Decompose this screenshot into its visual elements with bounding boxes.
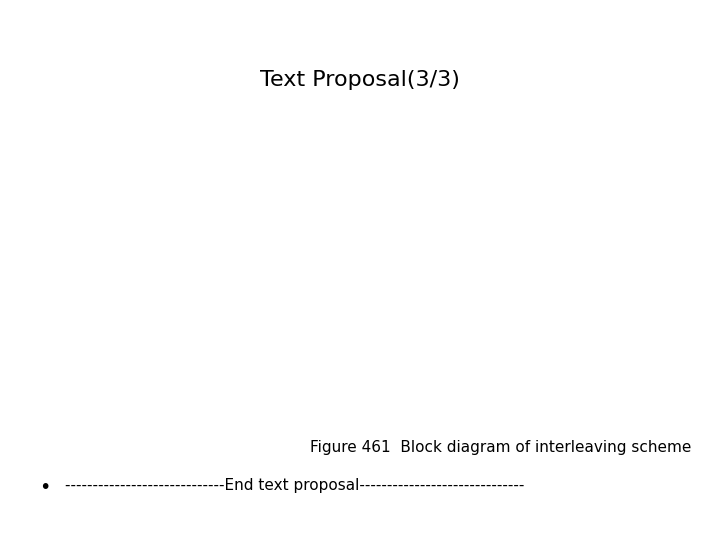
Text: Text Proposal(3/3): Text Proposal(3/3) bbox=[260, 70, 460, 90]
Text: -----------------------------End text proposal------------------------------: -----------------------------End text pr… bbox=[65, 478, 524, 493]
Text: Figure 461  Block diagram of interleaving scheme: Figure 461 Block diagram of interleaving… bbox=[310, 440, 691, 455]
Text: •: • bbox=[40, 478, 51, 497]
